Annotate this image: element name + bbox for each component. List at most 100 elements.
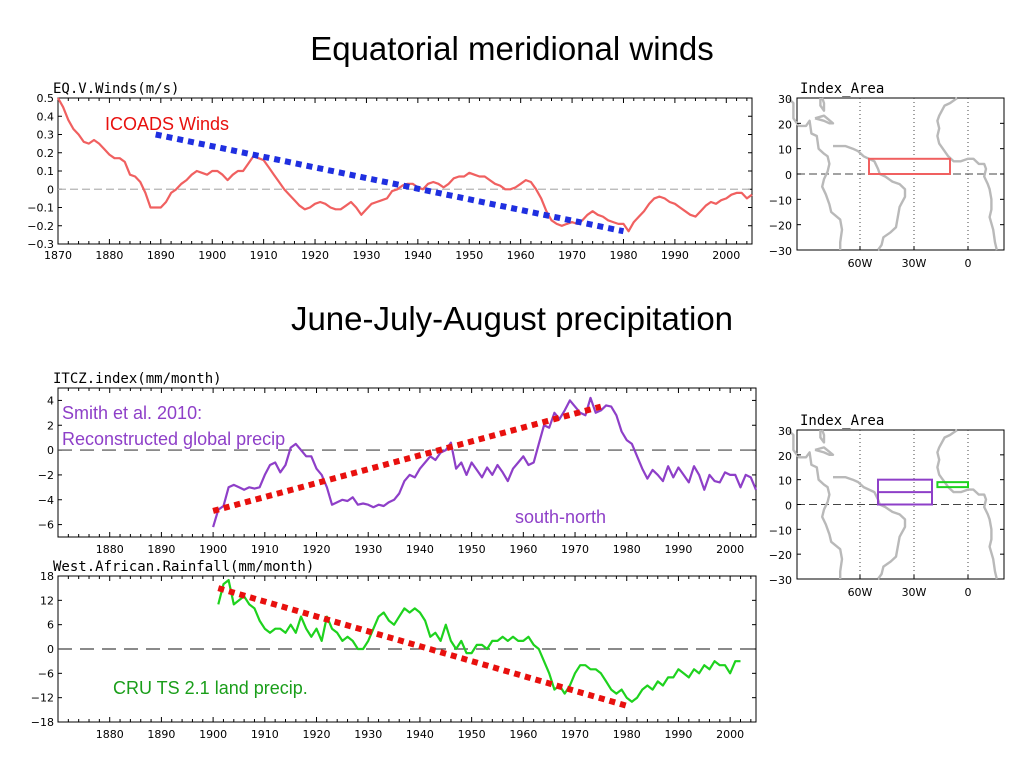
y-tick-label: −12 (31, 692, 54, 705)
plot-frame (57, 387, 757, 538)
x-tick-label: 1970 (561, 543, 589, 556)
x-tick-label: 1890 (147, 543, 175, 556)
map-y-tick-label: −10 (769, 524, 792, 537)
coastline (819, 429, 826, 444)
coastline (787, 97, 844, 250)
annotation-label: Smith et al. 2010: (62, 403, 202, 423)
y-tick-label: 18 (40, 570, 54, 583)
map-y-tick-label: 30 (778, 425, 792, 438)
annotation-label: south-north (515, 507, 606, 527)
x-tick-label: 1910 (251, 543, 279, 556)
x-tick-label: 1870 (44, 249, 72, 262)
x-tick-label: 1880 (96, 543, 124, 556)
y-tick-label: −0.3 (27, 238, 54, 251)
map-x-tick-label: 60W (848, 586, 873, 599)
map-y-tick-label: 30 (778, 93, 792, 106)
bottom-title: June-July-August precipitation (290, 300, 734, 337)
trend-line (155, 131, 625, 235)
map-y-tick-label: −20 (769, 549, 792, 562)
x-tick-label: 1910 (251, 728, 279, 741)
x-tick-label: 1990 (664, 728, 692, 741)
plot-title: West.African.Rainfall(mm/month) (53, 559, 314, 575)
map-y-tick-label: 10 (778, 475, 792, 488)
y-tick-label: 0.3 (37, 129, 55, 142)
x-tick-label: 1980 (609, 249, 637, 262)
series-line (217, 578, 741, 703)
x-tick-label: 1900 (199, 543, 227, 556)
coastline (814, 114, 835, 125)
series-line (212, 396, 758, 528)
map-y-tick-label: −30 (769, 574, 792, 587)
annotation-label: CRU TS 2.1 land precip. (113, 678, 308, 698)
annotation-label: Reconstructed global precip (62, 429, 285, 449)
x-tick-label: 1900 (198, 249, 226, 262)
x-tick-label: 1990 (661, 249, 689, 262)
y-tick-label: 0.2 (37, 147, 55, 160)
y-tick-label: 2 (47, 419, 54, 432)
x-tick-label: 2000 (716, 728, 744, 741)
map-x-tick-label: 30W (902, 257, 927, 270)
x-tick-label: 1920 (301, 249, 329, 262)
map-title: Index_Area (800, 413, 884, 429)
x-tick-label: 1920 (303, 728, 331, 741)
y-tick-label: 12 (40, 594, 54, 607)
x-tick-label: 1890 (147, 249, 175, 262)
coastline (814, 446, 835, 456)
trend-line (217, 585, 628, 709)
map-x-tick-label: 0 (965, 257, 972, 270)
y-tick-label: 0 (47, 183, 54, 196)
x-tick-label: 1900 (199, 728, 227, 741)
x-tick-label: 1930 (354, 728, 382, 741)
x-tick-label: 1950 (455, 249, 483, 262)
x-tick-label: 1960 (509, 728, 537, 741)
y-tick-label: 6 (47, 619, 54, 632)
x-tick-label: 1980 (613, 543, 641, 556)
map-y-tick-label: −20 (769, 220, 792, 233)
x-tick-label: 1880 (95, 249, 123, 262)
index-area-box (868, 157, 951, 176)
map-y-tick-label: 20 (778, 118, 792, 131)
top-title: Equatorial meridional winds (310, 30, 714, 67)
y-tick-label: 0 (47, 444, 54, 457)
y-tick-label: −0.1 (27, 202, 54, 215)
x-tick-label: 1960 (509, 543, 537, 556)
y-tick-label: −4 (38, 494, 54, 507)
x-tick-label: 1950 (458, 543, 486, 556)
y-tick-label: −6 (38, 519, 54, 532)
x-tick-label: 1970 (558, 249, 586, 262)
x-tick-label: 1940 (406, 543, 434, 556)
x-tick-label: 1980 (613, 728, 641, 741)
coastline (819, 97, 826, 112)
map-y-tick-label: −10 (769, 194, 792, 207)
index-area-box (936, 481, 970, 489)
x-tick-label: 1940 (404, 249, 432, 262)
x-tick-label: 1990 (664, 543, 692, 556)
map-y-tick-label: 10 (778, 144, 792, 157)
map-x-tick-label: 0 (965, 586, 972, 599)
x-tick-label: 1940 (406, 728, 434, 741)
y-tick-label: 0.4 (37, 110, 55, 123)
plot-frame (57, 575, 757, 723)
y-tick-label: 4 (47, 394, 54, 407)
x-tick-label: 1880 (96, 728, 124, 741)
x-tick-label: 2000 (716, 543, 744, 556)
map-y-tick-label: −30 (769, 245, 792, 258)
map-title: Index_Area (800, 81, 884, 97)
x-tick-label: 1960 (507, 249, 535, 262)
y-tick-label: −2 (38, 469, 54, 482)
y-tick-label: −18 (31, 716, 54, 729)
x-tick-label: 1910 (250, 249, 278, 262)
y-tick-label: −6 (38, 667, 54, 680)
map-y-tick-label: 20 (778, 450, 792, 463)
coastline (787, 429, 844, 579)
map-x-tick-label: 30W (902, 586, 927, 599)
x-tick-label: 1930 (352, 249, 380, 262)
x-tick-label: 1950 (458, 728, 486, 741)
y-tick-label: −0.2 (27, 220, 54, 233)
x-tick-label: 1970 (561, 728, 589, 741)
annotation-label: ICOADS Winds (105, 114, 229, 134)
coastline (936, 97, 998, 251)
coastline (833, 144, 907, 251)
x-tick-label: 1920 (303, 543, 331, 556)
